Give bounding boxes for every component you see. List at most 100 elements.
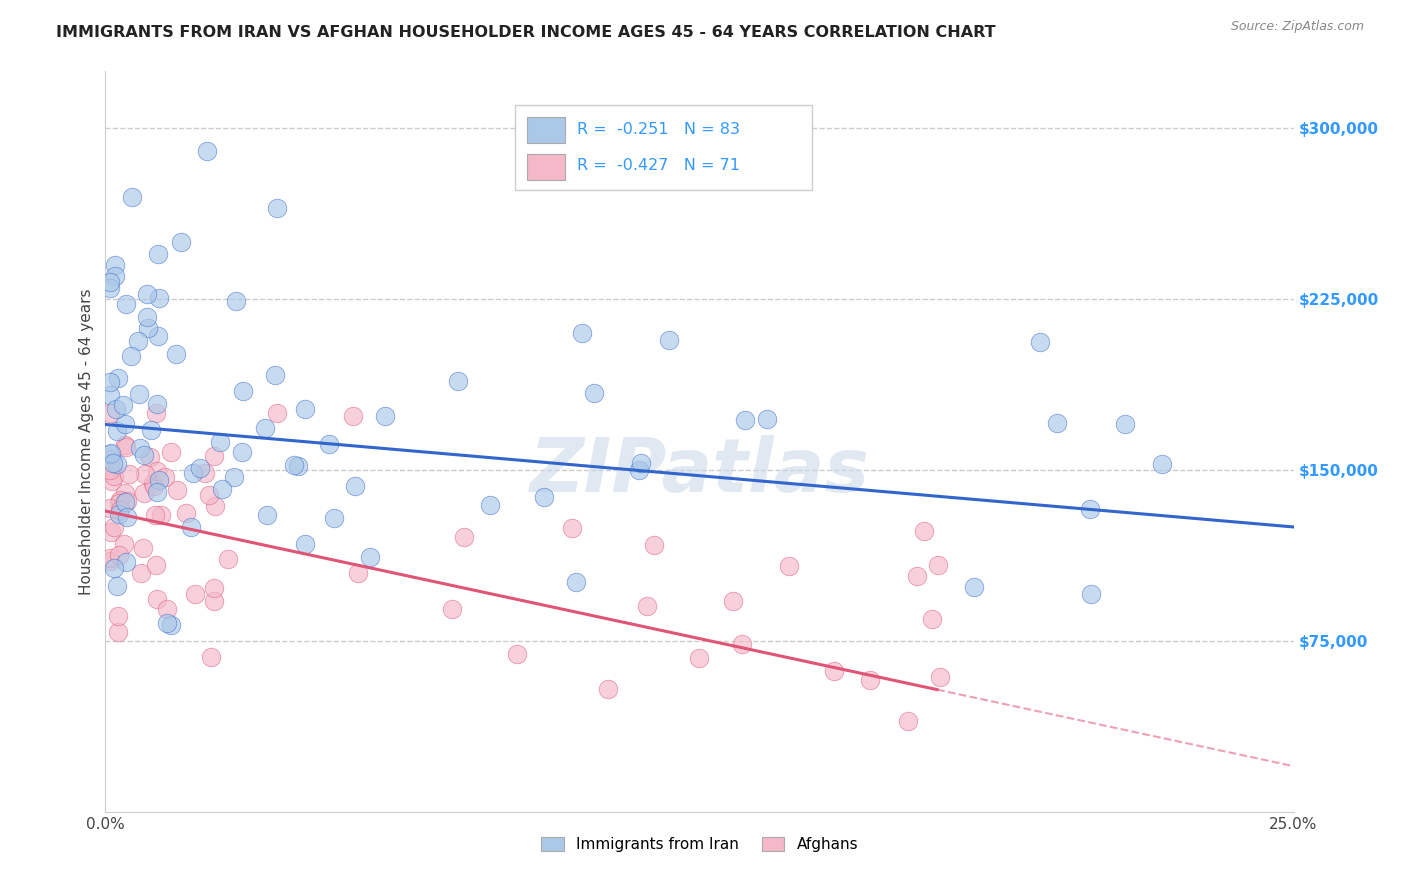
Point <box>146 329 169 343</box>
Text: Source: ZipAtlas.com: Source: ZipAtlas.com <box>1230 20 1364 33</box>
Point <box>103 561 125 575</box>
Point <box>1114 417 1136 431</box>
Point <box>571 326 593 340</box>
Point <box>129 441 152 455</box>
Point <box>921 612 943 626</box>
Point <box>1046 416 1069 430</box>
Point <box>105 401 128 416</box>
Point <box>101 456 124 470</box>
Point <box>202 449 225 463</box>
Point <box>115 297 138 311</box>
Point <box>98 463 121 477</box>
Point <box>107 370 129 384</box>
Point <box>283 458 305 473</box>
Point <box>231 445 253 459</box>
Point <box>1029 334 1052 349</box>
Point <box>128 387 150 401</box>
Point <box>264 368 287 382</box>
Point <box>100 524 122 539</box>
Point <box>98 375 121 389</box>
Point <box>184 587 207 601</box>
Point <box>107 609 129 624</box>
Text: IMMIGRANTS FROM IRAN VS AFGHAN HOUSEHOLDER INCOME AGES 45 - 64 YEARS CORRELATION: IMMIGRANTS FROM IRAN VS AFGHAN HOUSEHOLD… <box>56 25 995 40</box>
Point <box>1152 458 1174 472</box>
Point <box>132 541 155 555</box>
Point <box>145 591 167 606</box>
Point <box>254 421 277 435</box>
Point <box>114 485 136 500</box>
Point <box>98 281 121 295</box>
Point <box>287 458 309 473</box>
FancyBboxPatch shape <box>516 104 813 190</box>
Point <box>145 558 167 572</box>
Point <box>104 258 127 272</box>
Point <box>565 575 588 590</box>
Point <box>778 559 800 574</box>
Point <box>98 551 121 566</box>
Point <box>318 437 340 451</box>
Point <box>105 424 128 438</box>
Point <box>688 650 710 665</box>
Point <box>912 524 935 538</box>
Point <box>114 494 136 508</box>
Point <box>222 470 245 484</box>
Point <box>194 466 217 480</box>
Point <box>146 246 169 260</box>
Point <box>107 548 129 562</box>
Point <box>217 552 239 566</box>
Point <box>721 593 744 607</box>
Point <box>232 384 254 398</box>
Y-axis label: Householder Income Ages 45 - 64 years: Householder Income Ages 45 - 64 years <box>79 288 94 595</box>
Point <box>98 406 121 420</box>
Point <box>630 456 652 470</box>
Point <box>115 509 138 524</box>
Point <box>139 423 162 437</box>
Point <box>963 580 986 594</box>
Point <box>98 447 121 461</box>
FancyBboxPatch shape <box>527 118 565 144</box>
Point <box>150 508 173 522</box>
Point <box>107 625 129 640</box>
Point <box>897 714 920 729</box>
Point <box>561 521 583 535</box>
Point <box>156 602 179 616</box>
Point <box>359 550 381 565</box>
Point <box>478 498 501 512</box>
Point <box>627 463 650 477</box>
Point <box>209 434 232 449</box>
Point <box>127 334 149 348</box>
Point <box>294 402 316 417</box>
Point <box>266 201 288 215</box>
Point <box>859 673 882 687</box>
Point <box>323 511 346 525</box>
Point <box>100 451 122 466</box>
Point <box>731 637 754 651</box>
Point <box>905 569 928 583</box>
Point <box>347 566 370 581</box>
FancyBboxPatch shape <box>527 154 565 180</box>
Text: ZIPatlas: ZIPatlas <box>530 434 869 508</box>
Point <box>145 406 167 420</box>
Point <box>103 520 125 534</box>
Point <box>101 475 124 489</box>
Point <box>145 397 167 411</box>
Point <box>195 144 218 158</box>
Point <box>198 488 221 502</box>
Point <box>188 460 211 475</box>
Point <box>129 566 152 581</box>
Point <box>146 464 169 478</box>
Point <box>225 294 247 309</box>
Point <box>108 503 131 517</box>
Point <box>132 485 155 500</box>
Point <box>643 538 665 552</box>
Point <box>636 599 658 613</box>
Point <box>159 445 181 459</box>
Point <box>202 594 225 608</box>
Point <box>211 483 233 497</box>
Point <box>146 485 169 500</box>
Point <box>927 558 949 572</box>
Point <box>139 450 162 465</box>
Point <box>100 446 122 460</box>
Point <box>505 647 527 661</box>
Point <box>204 499 226 513</box>
